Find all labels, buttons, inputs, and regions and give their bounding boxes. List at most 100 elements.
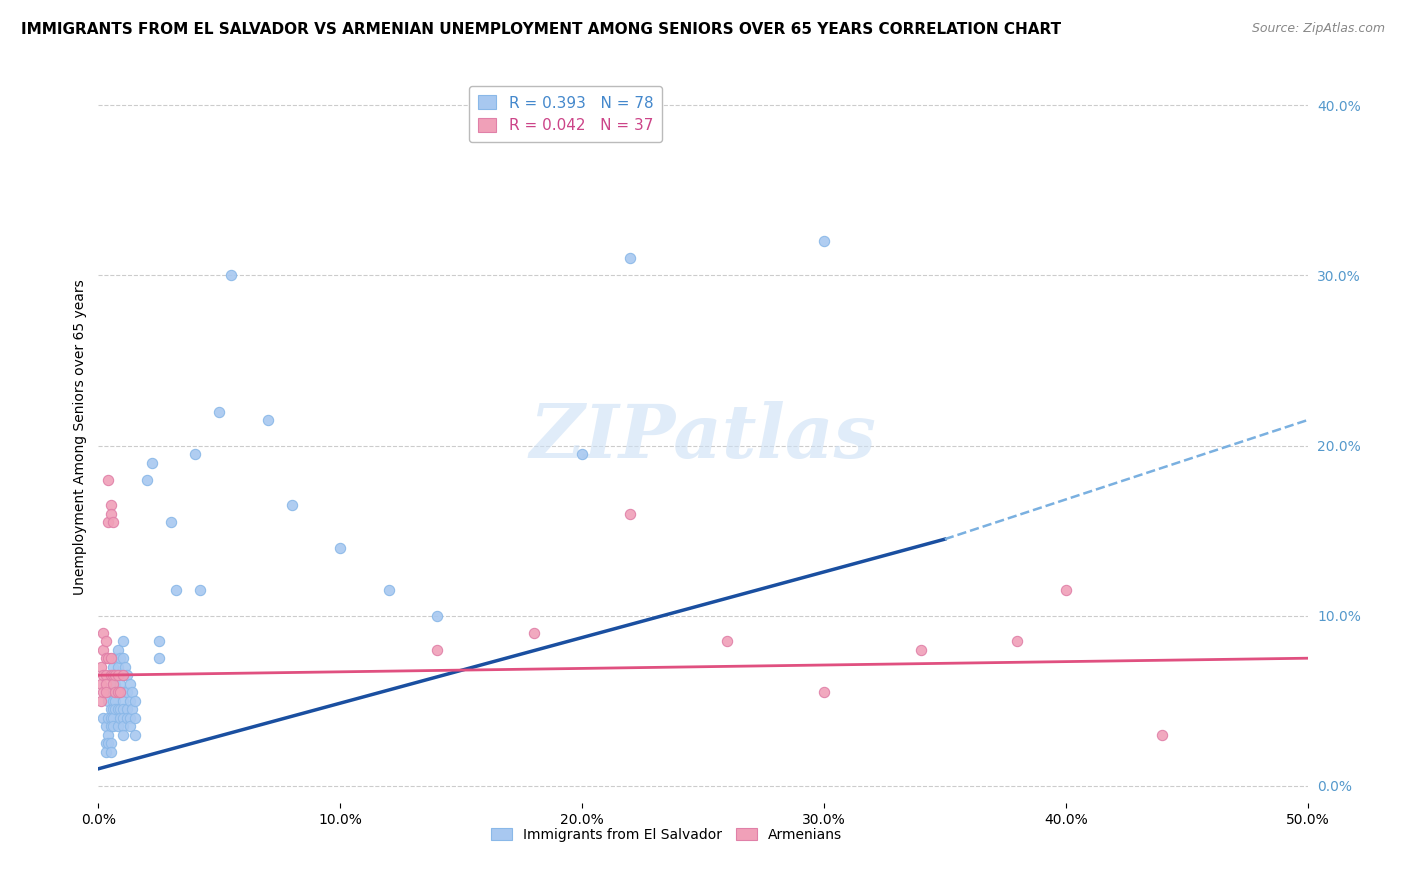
Point — [101, 677, 124, 691]
Point — [117, 685, 139, 699]
Point — [118, 694, 141, 708]
Point — [813, 685, 835, 699]
Point — [97, 651, 120, 665]
Point — [91, 711, 114, 725]
Point — [108, 668, 131, 682]
Point — [100, 498, 122, 512]
Point — [111, 702, 134, 716]
Point — [111, 711, 134, 725]
Point — [426, 608, 449, 623]
Point — [104, 685, 127, 699]
Point — [104, 702, 127, 716]
Point — [1007, 634, 1029, 648]
Point — [101, 719, 124, 733]
Point — [94, 685, 117, 699]
Legend: Immigrants from El Salvador, Armenians: Immigrants from El Salvador, Armenians — [485, 822, 848, 847]
Point — [104, 651, 127, 665]
Point — [108, 677, 131, 691]
Point — [97, 711, 120, 725]
Point — [101, 702, 124, 716]
Point — [91, 668, 114, 682]
Text: ZIPatlas: ZIPatlas — [530, 401, 876, 474]
Point — [716, 634, 738, 648]
Point — [813, 235, 835, 249]
Point — [111, 728, 134, 742]
Text: Source: ZipAtlas.com: Source: ZipAtlas.com — [1251, 22, 1385, 36]
Point — [118, 711, 141, 725]
Point — [221, 268, 243, 283]
Point — [256, 413, 278, 427]
Point — [208, 404, 231, 418]
Point — [101, 685, 124, 699]
Point — [101, 711, 124, 725]
Point — [124, 711, 146, 725]
Point — [135, 473, 157, 487]
Point — [107, 659, 129, 673]
Point — [124, 694, 146, 708]
Point — [107, 685, 129, 699]
Point — [94, 745, 117, 759]
Point — [100, 702, 122, 716]
Point — [165, 583, 187, 598]
Point — [101, 677, 124, 691]
Point — [1054, 583, 1077, 598]
Point — [91, 685, 114, 699]
Point — [124, 728, 146, 742]
Point — [148, 651, 170, 665]
Point — [97, 515, 120, 529]
Point — [104, 668, 127, 682]
Point — [523, 625, 546, 640]
Point — [100, 711, 122, 725]
Point — [426, 642, 449, 657]
Point — [101, 659, 124, 673]
Point — [101, 515, 124, 529]
Point — [121, 702, 143, 716]
Point — [94, 651, 117, 665]
Point — [107, 685, 129, 699]
Point — [108, 702, 131, 716]
Point — [377, 583, 399, 598]
Point — [100, 736, 122, 750]
Point — [619, 507, 641, 521]
Point — [117, 711, 139, 725]
Point — [117, 702, 139, 716]
Point — [108, 651, 131, 665]
Point — [1152, 728, 1174, 742]
Point — [114, 659, 136, 673]
Point — [111, 719, 134, 733]
Point — [90, 677, 112, 691]
Point — [111, 668, 134, 682]
Point — [121, 685, 143, 699]
Point — [111, 651, 134, 665]
Point — [94, 668, 117, 682]
Point — [111, 634, 134, 648]
Point — [184, 447, 207, 461]
Point — [91, 625, 114, 640]
Point — [100, 719, 122, 733]
Point — [108, 685, 131, 699]
Point — [104, 668, 127, 682]
Point — [100, 651, 122, 665]
Point — [107, 642, 129, 657]
Point — [281, 498, 304, 512]
Point — [94, 677, 117, 691]
Point — [100, 685, 122, 699]
Point — [100, 668, 122, 682]
Point — [97, 736, 120, 750]
Point — [107, 668, 129, 682]
Point — [100, 507, 122, 521]
Point — [107, 668, 129, 682]
Point — [91, 642, 114, 657]
Point — [118, 677, 141, 691]
Point — [101, 694, 124, 708]
Point — [100, 668, 122, 682]
Point — [97, 728, 120, 742]
Point — [108, 711, 131, 725]
Point — [97, 473, 120, 487]
Point — [97, 694, 120, 708]
Point — [104, 685, 127, 699]
Point — [107, 702, 129, 716]
Point — [90, 694, 112, 708]
Text: IMMIGRANTS FROM EL SALVADOR VS ARMENIAN UNEMPLOYMENT AMONG SENIORS OVER 65 YEARS: IMMIGRANTS FROM EL SALVADOR VS ARMENIAN … — [21, 22, 1062, 37]
Point — [111, 694, 134, 708]
